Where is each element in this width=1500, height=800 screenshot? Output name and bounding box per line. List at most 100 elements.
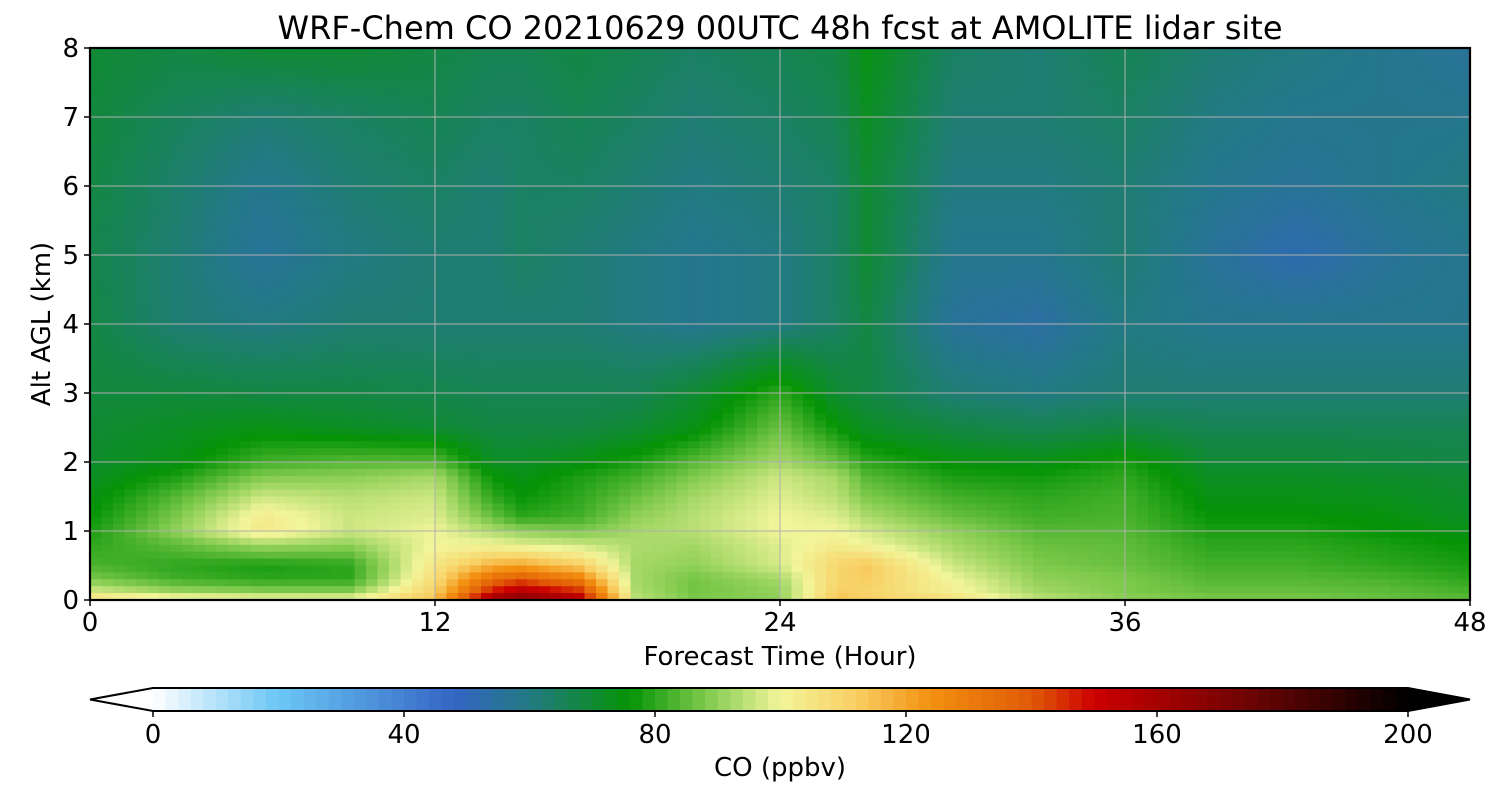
heatmap-cell: [1274, 172, 1287, 180]
heatmap-cell: [1044, 82, 1057, 90]
heatmap-cell: [389, 241, 402, 249]
heatmap-cell: [1136, 317, 1149, 325]
heatmap-cell: [285, 117, 298, 125]
heatmap-cell: [170, 68, 183, 77]
heatmap-cell: [573, 255, 586, 263]
heatmap-cell: [1217, 199, 1230, 208]
heatmap-cell: [366, 310, 379, 318]
heatmap-cell: [1412, 268, 1425, 277]
heatmap-cell: [159, 68, 172, 77]
heatmap-cell: [998, 310, 1011, 318]
heatmap-cell: [1389, 282, 1402, 291]
heatmap-cell: [757, 117, 770, 125]
heatmap-cell: [170, 192, 183, 201]
heatmap-cell: [1067, 68, 1080, 77]
heatmap-cell: [1447, 48, 1460, 56]
heatmap-cell: [1274, 234, 1287, 242]
heatmap-cell: [124, 75, 137, 84]
heatmap-cell: [1332, 282, 1345, 291]
heatmap-cell: [1067, 137, 1080, 146]
heatmap-cell: [377, 289, 390, 297]
heatmap-cell: [170, 268, 183, 277]
heatmap-cell: [538, 289, 551, 297]
heatmap-cell: [1102, 296, 1115, 304]
heatmap-cell: [389, 117, 402, 125]
heatmap-cell: [469, 82, 482, 90]
heatmap-cell: [228, 186, 241, 194]
heatmap-cell: [711, 330, 724, 339]
heatmap-cell: [1056, 75, 1069, 84]
heatmap-cell: [274, 275, 287, 284]
heatmap-cell: [1010, 192, 1023, 201]
heatmap-cell: [1251, 48, 1264, 56]
heatmap-cell: [780, 130, 793, 139]
heatmap-cell: [987, 227, 1000, 235]
heatmap-cell: [412, 324, 425, 332]
heatmap-cell: [1010, 110, 1023, 118]
heatmap-cell: [676, 151, 689, 159]
heatmap-cell: [354, 179, 367, 187]
heatmap-cell: [561, 227, 574, 235]
heatmap-cell: [780, 165, 793, 173]
heatmap-cell: [538, 130, 551, 139]
heatmap-cell: [1435, 158, 1448, 166]
heatmap-cell: [389, 324, 402, 332]
heatmap-cell: [400, 310, 413, 318]
heatmap-cell: [918, 137, 931, 146]
heatmap-cell: [1125, 110, 1138, 118]
heatmap-cell: [987, 303, 1000, 311]
heatmap-cell: [1412, 192, 1425, 201]
heatmap-cell: [1286, 96, 1299, 104]
heatmap-cell: [975, 248, 988, 256]
heatmap-cell: [676, 130, 689, 139]
heatmap-cell: [1401, 179, 1414, 187]
heatmap-cell: [1148, 192, 1161, 201]
heatmap-cell: [101, 330, 114, 339]
heatmap-cell: [630, 61, 643, 70]
heatmap-cell: [1033, 241, 1046, 249]
heatmap-cell: [182, 172, 195, 180]
heatmap-cell: [1067, 234, 1080, 242]
heatmap-cell: [320, 192, 333, 201]
heatmap-cell: [1113, 179, 1126, 187]
heatmap-cell: [918, 206, 931, 215]
heatmap-cell: [239, 289, 252, 297]
heatmap-cell: [538, 165, 551, 173]
heatmap-cell: [136, 241, 149, 249]
heatmap-cell: [193, 317, 206, 325]
heatmap-cell: [1136, 158, 1149, 166]
heatmap-cell: [1389, 89, 1402, 97]
heatmap-cell: [1228, 123, 1241, 132]
heatmap-cell: [1366, 199, 1379, 208]
heatmap-cell: [515, 206, 528, 215]
heatmap-cell: [1021, 255, 1034, 263]
heatmap-cell: [642, 75, 655, 84]
heatmap-cell: [929, 310, 942, 318]
heatmap-cell: [722, 137, 735, 146]
heatmap-cell: [998, 241, 1011, 249]
heatmap-cell: [1067, 110, 1080, 118]
heatmap-cell: [492, 296, 505, 304]
heatmap-cell: [343, 310, 356, 318]
heatmap-cell: [895, 158, 908, 166]
heatmap-cell: [1217, 123, 1230, 132]
heatmap-cell: [607, 68, 620, 77]
heatmap-cell: [596, 144, 609, 153]
heatmap-cell: [113, 199, 126, 208]
heatmap-cell: [274, 123, 287, 132]
heatmap-cell: [964, 289, 977, 297]
heatmap-cell: [1332, 227, 1345, 235]
heatmap-cell: [285, 330, 298, 339]
heatmap-cell: [699, 289, 712, 297]
heatmap-cell: [297, 110, 310, 118]
heatmap-cell: [1125, 199, 1138, 208]
heatmap-cell: [630, 275, 643, 284]
heatmap-cell: [803, 82, 816, 90]
heatmap-cell: [619, 330, 632, 339]
heatmap-cell: [1274, 275, 1287, 284]
heatmap-cell: [883, 275, 896, 284]
heatmap-cell: [239, 75, 252, 84]
heatmap-cell: [331, 186, 344, 194]
heatmap-cell: [297, 186, 310, 194]
heatmap-cell: [1079, 158, 1092, 166]
